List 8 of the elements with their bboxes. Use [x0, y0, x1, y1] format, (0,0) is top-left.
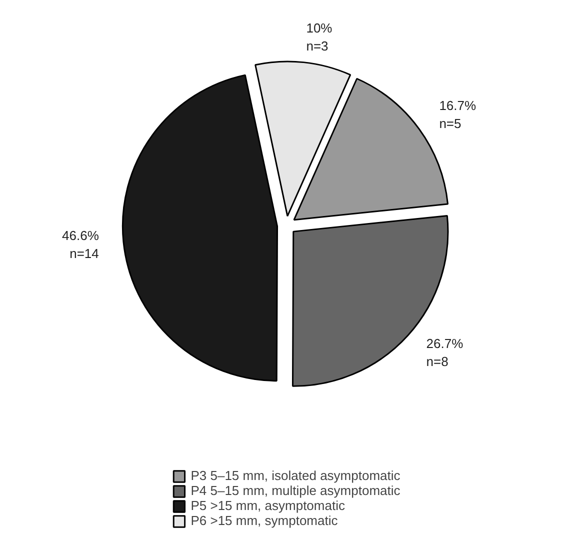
legend-label: P5 >15 mm, asymptomatic: [190, 498, 345, 513]
legend-label: P3 5–15 mm, isolated asymptomatic: [190, 468, 400, 483]
data-label: 46.6% n=14: [62, 228, 100, 262]
legend-label: P4 5–15 mm, multiple asymptomatic: [190, 483, 400, 498]
data-label: 26.7% n=8: [426, 336, 464, 369]
legend-label: P6 >15 mm, symptomatic: [190, 513, 338, 528]
data-label: 16.7% n=5: [439, 98, 477, 131]
data-label: 10% n=3: [306, 20, 333, 54]
